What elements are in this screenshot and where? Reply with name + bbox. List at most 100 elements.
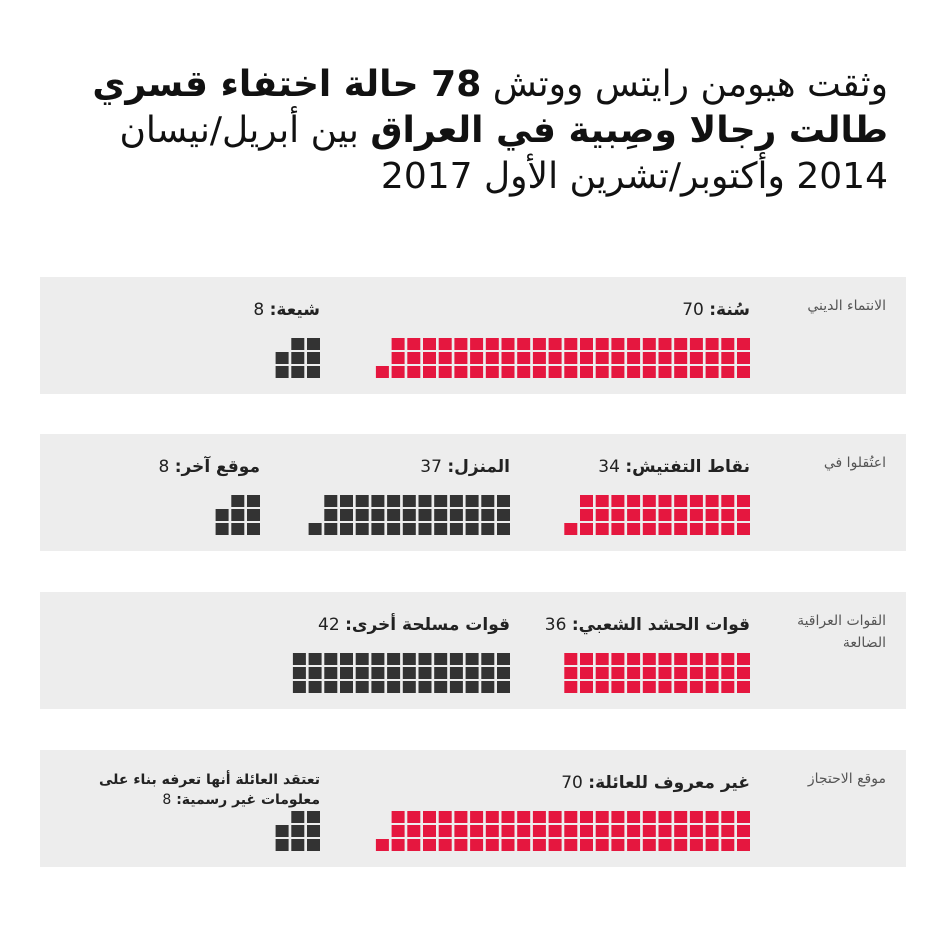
unit-square — [689, 825, 703, 837]
unit-square — [423, 811, 436, 823]
unit-square — [705, 366, 719, 378]
unit-square — [402, 681, 416, 693]
unit-square — [485, 338, 499, 350]
category-label: غير معروف للعائلة: 70 — [561, 772, 750, 794]
unit-square — [580, 667, 593, 679]
unit-square — [627, 839, 641, 851]
unit-square — [434, 495, 448, 507]
unit-square — [627, 681, 641, 693]
unit-square — [449, 523, 463, 535]
unit-square — [580, 653, 593, 665]
unit-square — [454, 825, 468, 837]
unit-square — [627, 338, 641, 350]
unit-square — [307, 352, 320, 364]
unit-square — [307, 811, 320, 823]
unit-square — [418, 653, 432, 665]
unit-square — [611, 338, 625, 350]
unit-square — [481, 495, 495, 507]
unit-square — [595, 681, 609, 693]
unit-square — [595, 352, 609, 364]
unit-square — [627, 509, 641, 521]
unit-square — [642, 839, 656, 851]
category-value: 36 — [544, 615, 567, 635]
unit-square — [497, 653, 510, 665]
unit-square — [627, 352, 641, 364]
unit-square — [517, 352, 531, 364]
unit-square — [580, 366, 593, 378]
unit-square — [611, 509, 625, 521]
unit-square — [485, 839, 499, 851]
unit-square — [449, 509, 463, 521]
unit-square — [721, 509, 735, 521]
unit-square — [737, 825, 750, 837]
unit-square — [642, 523, 656, 535]
unit-square — [642, 811, 656, 823]
unit-square — [674, 667, 688, 679]
unit-square — [705, 653, 719, 665]
unit-square — [564, 653, 578, 665]
unit-square — [564, 338, 578, 350]
unit-square — [402, 523, 416, 535]
unit-square — [611, 653, 625, 665]
unit-square — [564, 811, 578, 823]
unit-square — [423, 839, 436, 851]
unit-square — [418, 523, 432, 535]
unit-square — [548, 352, 562, 364]
unit-square — [481, 523, 495, 535]
unit-square — [275, 366, 289, 378]
category-value: 42 — [318, 615, 340, 635]
unit-square — [407, 811, 421, 823]
unit-square — [449, 495, 463, 507]
unit-square — [674, 653, 688, 665]
unit-square — [308, 653, 322, 665]
unit-square — [674, 509, 688, 521]
unit-square — [721, 667, 735, 679]
category-name: قوات الحشد الشعبي: — [571, 615, 750, 635]
unit-square — [402, 495, 416, 507]
unit-square — [705, 825, 719, 837]
unit-square — [465, 509, 479, 521]
unit-square — [324, 509, 338, 521]
unit-square — [548, 366, 562, 378]
unit-square — [485, 352, 499, 364]
unit-square — [564, 352, 578, 364]
unit-square — [517, 825, 531, 837]
unit-square — [423, 352, 436, 364]
unit-square — [371, 509, 385, 521]
unit-square — [485, 811, 499, 823]
category-label: قوات الحشد الشعبي: 36 — [545, 614, 750, 636]
unit-square — [532, 839, 546, 851]
unit-square — [517, 811, 531, 823]
row-label: القوات العراقية الضالعة — [797, 613, 886, 651]
unit-square — [387, 681, 401, 693]
unit-square — [705, 495, 719, 507]
unit-square — [465, 681, 479, 693]
category-value: 8 — [253, 300, 265, 320]
unit-square — [375, 839, 389, 851]
unit-square — [548, 825, 562, 837]
unit-square — [689, 667, 703, 679]
row-label: الانتماء الديني — [807, 298, 886, 314]
category-name: موقع آخر: — [174, 457, 260, 477]
unit-square — [387, 523, 401, 535]
unit-square — [481, 681, 495, 693]
unit-square — [674, 366, 688, 378]
unit-square — [721, 839, 735, 851]
unit-square — [658, 681, 672, 693]
unit-square — [465, 653, 479, 665]
category-label: قوات مسلحة أخرى: 42 — [318, 614, 510, 636]
unit-square — [689, 352, 703, 364]
unit-square — [291, 366, 305, 378]
unit-square — [215, 523, 229, 535]
unit-square — [674, 352, 688, 364]
unit-square — [355, 495, 369, 507]
category-name: شيعة: — [269, 300, 320, 320]
unit-square — [721, 825, 735, 837]
unit-square — [548, 839, 562, 851]
category-name: المنزل: — [447, 457, 510, 477]
unit-square — [705, 839, 719, 851]
title-part: 78 حالة اختفاء قسري طالت رجالا وصِبية في… — [92, 64, 888, 151]
unit-square — [355, 667, 369, 679]
unit-square — [721, 366, 735, 378]
